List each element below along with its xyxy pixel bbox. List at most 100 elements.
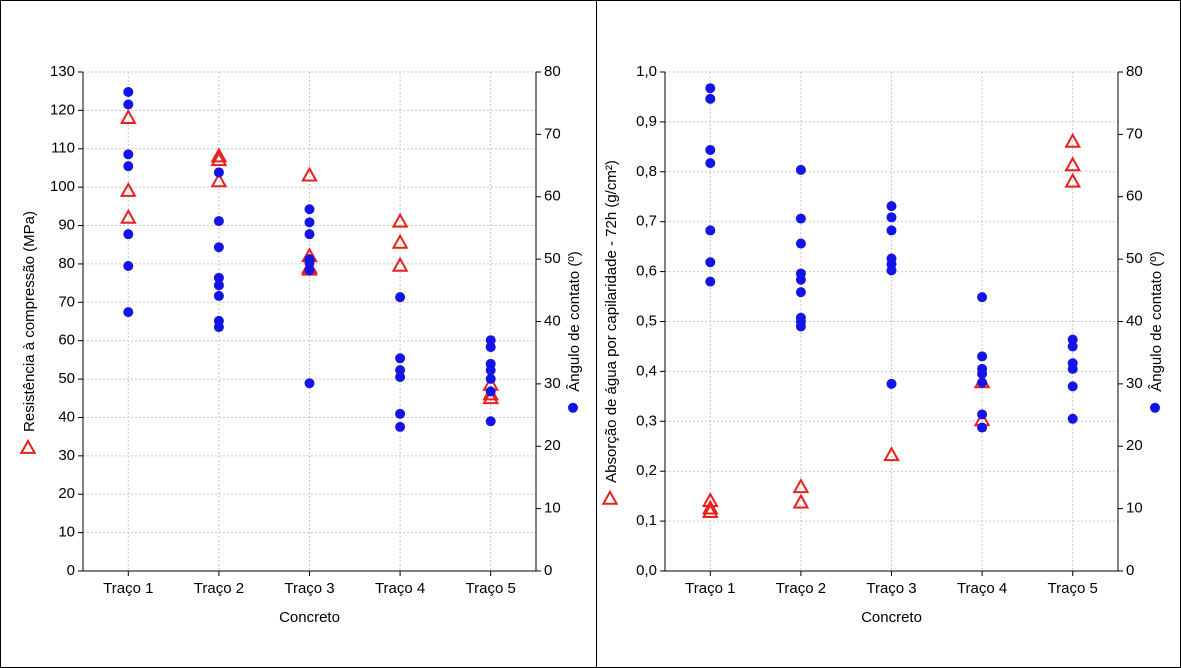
point (883, 446, 900, 462)
x-tick-label: Traço 3 (284, 580, 334, 597)
point (213, 280, 224, 291)
y-tick-label: 110 (51, 140, 75, 157)
x-tick-label: Traço 5 (1048, 580, 1098, 597)
y2-tick-label: 30 (1126, 375, 1143, 392)
point (123, 86, 134, 97)
point (213, 272, 224, 283)
y-tick-label: 80 (58, 255, 75, 272)
point (119, 181, 137, 197)
x-tick-label: Traço 5 (466, 580, 516, 597)
point (705, 257, 716, 268)
point (304, 265, 315, 276)
y2-tick-label: 40 (1126, 312, 1143, 329)
legend-marker (19, 438, 37, 454)
point (977, 292, 988, 303)
point (977, 422, 988, 433)
point (886, 378, 897, 389)
y-tick-label: 0,2 (636, 462, 657, 479)
legend-marker (1150, 402, 1160, 413)
point (1067, 341, 1078, 352)
y-tick-label: 20 (58, 485, 75, 502)
point (795, 321, 806, 332)
y2-tick-label: 10 (1126, 500, 1143, 517)
y2-axis-label: Ângulo de contato (º) (1148, 251, 1165, 392)
y2-tick-label: 0 (1126, 562, 1134, 579)
point (1064, 132, 1082, 148)
y-tick-label: 70 (58, 293, 75, 310)
point (123, 149, 134, 160)
point (301, 166, 318, 182)
point (795, 213, 806, 224)
point (977, 409, 988, 420)
point (485, 335, 496, 346)
point (395, 365, 406, 376)
point (213, 322, 224, 333)
y2-tick-label: 20 (544, 437, 561, 454)
y2-tick-label: 60 (544, 188, 561, 205)
point (123, 260, 134, 271)
point (123, 307, 134, 318)
point (304, 204, 315, 215)
point (395, 421, 406, 432)
x-axis-label: Concreto (279, 609, 340, 626)
x-tick-label: Traço 3 (866, 580, 916, 597)
point (705, 225, 716, 236)
point (705, 276, 716, 287)
point (792, 493, 810, 509)
point (886, 225, 897, 236)
y-tick-label: 50 (58, 370, 75, 387)
point (705, 83, 716, 94)
y2-axis-label: Ângulo de contato (º) (566, 251, 583, 392)
y2-tick-label: 10 (544, 500, 561, 517)
y-tick-label: 0,3 (636, 412, 657, 429)
y2-tick-label: 0 (544, 562, 552, 579)
point (213, 167, 224, 178)
point (705, 93, 716, 104)
point (485, 342, 496, 353)
y2-tick-label: 70 (544, 125, 561, 142)
point (977, 368, 988, 379)
y-tick-label: 0,5 (636, 312, 657, 329)
x-tick-label: Traço 2 (776, 580, 826, 597)
point (119, 109, 137, 124)
x-tick-label: Traço 1 (685, 580, 735, 597)
point (886, 265, 897, 276)
point (705, 144, 716, 155)
y-tick-label: 0,7 (636, 213, 657, 230)
y2-tick-label: 70 (1126, 125, 1143, 142)
point (482, 389, 500, 405)
y2-tick-label: 50 (544, 250, 561, 267)
point (304, 378, 315, 389)
x-tick-label: Traço 4 (375, 580, 425, 597)
point (1067, 381, 1078, 392)
point (210, 172, 228, 188)
y2-tick-label: 80 (1126, 63, 1143, 80)
point (123, 99, 134, 110)
point (304, 229, 315, 240)
point (391, 212, 409, 228)
y-tick-label: 0,8 (636, 163, 657, 180)
y2-tick-label: 80 (544, 63, 561, 80)
point (391, 233, 409, 249)
y2-tick-label: 40 (544, 312, 561, 329)
x-axis-label: Concreto (861, 609, 922, 626)
point (701, 499, 719, 515)
point (977, 351, 988, 362)
point (1064, 156, 1082, 172)
y2-tick-label: 50 (1126, 250, 1143, 267)
point (1067, 334, 1078, 345)
y-tick-label: 0,9 (636, 113, 657, 130)
point (485, 386, 496, 397)
y2-tick-label: 30 (544, 375, 561, 392)
legend-marker (601, 489, 619, 505)
point (485, 365, 496, 376)
point (795, 164, 806, 175)
point (210, 151, 228, 167)
y-tick-label: 120 (50, 101, 75, 118)
point (795, 274, 806, 285)
point (119, 208, 137, 224)
point (795, 287, 806, 298)
point (795, 238, 806, 249)
